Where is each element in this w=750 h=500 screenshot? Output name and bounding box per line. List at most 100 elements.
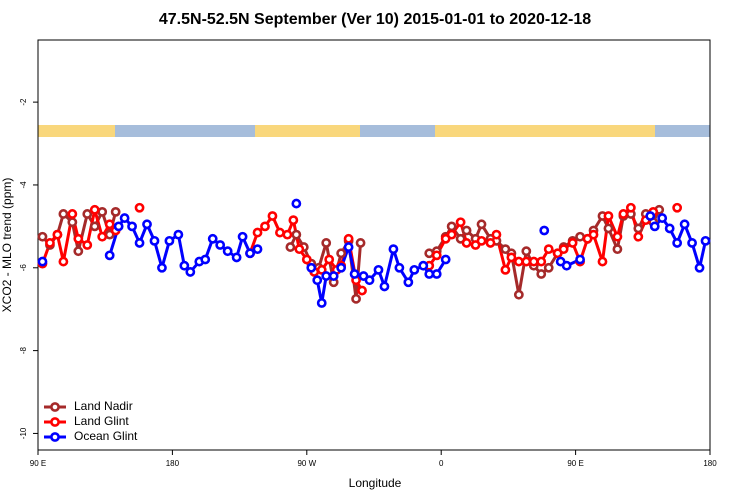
data-point — [461, 225, 472, 236]
data-point — [82, 240, 93, 250]
plot-frame — [37, 39, 711, 451]
x-tick-label: 0 — [439, 459, 444, 468]
data-point — [97, 231, 108, 242]
data-point — [431, 269, 442, 279]
data-point — [476, 219, 487, 230]
data-point — [119, 213, 130, 223]
data-point — [316, 264, 327, 275]
data-point — [252, 244, 263, 255]
data-point — [694, 262, 705, 273]
data-point — [291, 198, 302, 209]
x-tick-label: 90 E — [30, 459, 46, 468]
data-point — [321, 238, 332, 248]
data-point — [612, 244, 623, 255]
data-point — [379, 281, 390, 292]
data-point — [73, 233, 84, 244]
data-point — [104, 219, 115, 230]
data-point — [185, 267, 196, 277]
x-axis-label: Longitude — [349, 476, 402, 490]
chart-title: 47.5N-52.5N September (Ver 10) 2015-01-0… — [159, 11, 591, 28]
data-point — [664, 223, 675, 234]
data-point — [455, 217, 466, 228]
data-point — [37, 256, 48, 267]
data-point — [373, 264, 384, 275]
data-point — [328, 271, 339, 281]
data-point — [521, 246, 532, 257]
data-point — [294, 244, 305, 255]
data-point — [403, 277, 414, 288]
data-point — [343, 233, 354, 244]
data-point — [603, 223, 614, 234]
data-point — [558, 244, 569, 255]
data-point — [336, 248, 347, 259]
data-point — [567, 238, 578, 248]
legend-label: Land Nadir — [74, 399, 133, 413]
data-point — [267, 211, 278, 221]
data-point — [157, 262, 167, 273]
legend-marker — [50, 432, 60, 442]
data-point — [73, 246, 84, 257]
data-point — [321, 271, 332, 281]
data-point — [431, 250, 442, 261]
data-point — [351, 293, 361, 304]
data-point — [357, 285, 367, 296]
data-point — [291, 229, 302, 240]
data-point — [67, 209, 78, 219]
data-point — [222, 246, 233, 257]
data-point — [500, 264, 511, 275]
data-point — [657, 213, 668, 223]
data-point — [89, 204, 100, 215]
data-point — [536, 256, 547, 267]
data-point — [543, 244, 554, 255]
data-point — [388, 244, 399, 255]
data-point — [179, 260, 190, 271]
data-point — [700, 235, 711, 246]
legend-marker — [50, 402, 60, 412]
y-axis-label: XCO2 - MLO trend (ppm) — [0, 178, 14, 313]
data-point — [625, 202, 636, 213]
data-point — [409, 264, 420, 275]
data-point — [424, 248, 435, 259]
data-point — [134, 238, 145, 248]
data-point — [424, 269, 435, 279]
data-point — [110, 206, 121, 217]
x-tick-label: 90 E — [567, 459, 583, 468]
legend-marker — [50, 417, 60, 427]
data-point — [491, 229, 502, 240]
data-point — [306, 262, 317, 273]
data-point — [164, 235, 175, 246]
data-point — [104, 250, 115, 261]
data-point — [506, 252, 517, 263]
data-point — [173, 229, 184, 240]
y-tick-label: -6 — [19, 264, 28, 272]
x-tick-label: 180 — [703, 459, 717, 468]
data-point — [633, 223, 644, 234]
data-point — [245, 248, 255, 259]
y-tick-label: -8 — [19, 347, 28, 355]
data-point — [52, 229, 63, 240]
data-point — [312, 275, 323, 286]
data-point — [237, 231, 248, 242]
data-point — [149, 235, 160, 246]
data-point — [288, 215, 299, 226]
data-point — [687, 238, 697, 248]
data-point — [513, 256, 524, 267]
data-point — [539, 225, 550, 236]
data-point — [521, 256, 532, 267]
legend-label: Ocean Glint — [74, 429, 138, 443]
x-tick-label: 180 — [166, 459, 180, 468]
data-point — [316, 298, 327, 308]
data-point — [461, 238, 472, 248]
data-point — [82, 209, 93, 219]
data-point — [446, 229, 457, 240]
data-point — [440, 254, 451, 265]
data-point — [485, 238, 496, 248]
data-point — [343, 242, 354, 252]
y-tick-label: -10 — [19, 427, 28, 439]
data-point — [618, 209, 629, 219]
data-point — [543, 262, 554, 273]
data-point — [301, 254, 312, 265]
data-point — [207, 233, 218, 244]
data-point — [588, 229, 599, 240]
